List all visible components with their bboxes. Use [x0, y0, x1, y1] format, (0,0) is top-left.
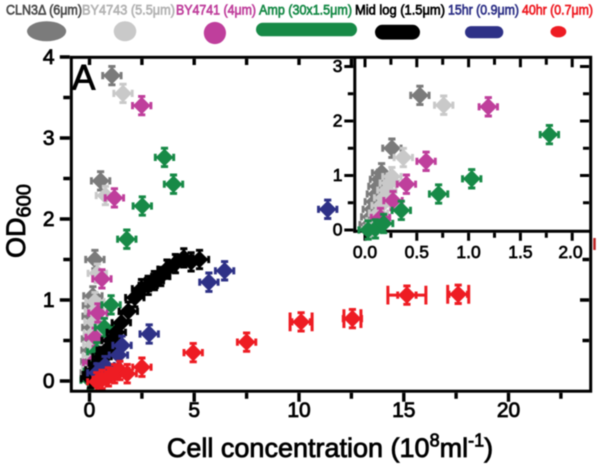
svg-text:Mid log (1.5μm): Mid log (1.5μm) [355, 2, 445, 18]
svg-text:4: 4 [43, 46, 55, 69]
svg-text:Cell concentration (108ml-1): Cell concentration (108ml-1) [167, 431, 493, 464]
svg-text:2.0: 2.0 [558, 242, 583, 262]
svg-text:40hr (0.7μm): 40hr (0.7μm) [522, 2, 593, 18]
svg-text:2: 2 [43, 208, 55, 231]
svg-text:2: 2 [333, 111, 343, 131]
svg-text:0: 0 [333, 220, 343, 240]
svg-text:1.5: 1.5 [508, 242, 532, 262]
svg-text:1: 1 [333, 165, 343, 185]
svg-text:BY4743 (5.5μm): BY4743 (5.5μm) [82, 2, 175, 18]
svg-text:0: 0 [43, 370, 55, 393]
svg-text:0: 0 [84, 399, 96, 422]
svg-text:5: 5 [188, 399, 200, 422]
svg-text:CLN3Δ (6μm): CLN3Δ (6μm) [6, 2, 82, 18]
svg-text:0.5: 0.5 [405, 242, 429, 262]
svg-text:1: 1 [43, 289, 55, 312]
svg-text:Amp (30x1.5μm): Amp (30x1.5μm) [259, 2, 352, 18]
svg-text:10: 10 [287, 399, 310, 422]
svg-text:OD600: OD600 [1, 184, 36, 258]
svg-text:1.0: 1.0 [456, 242, 481, 262]
svg-text:15hr (0.9μm): 15hr (0.9μm) [448, 2, 519, 18]
svg-text:0.0: 0.0 [353, 242, 378, 262]
svg-text:20: 20 [497, 399, 520, 422]
svg-text:A: A [72, 59, 96, 98]
svg-text:BY4741 (4μm): BY4741 (4μm) [176, 2, 256, 18]
svg-text:3: 3 [333, 56, 343, 76]
svg-text:3: 3 [43, 127, 55, 150]
svg-text:15: 15 [392, 399, 415, 422]
